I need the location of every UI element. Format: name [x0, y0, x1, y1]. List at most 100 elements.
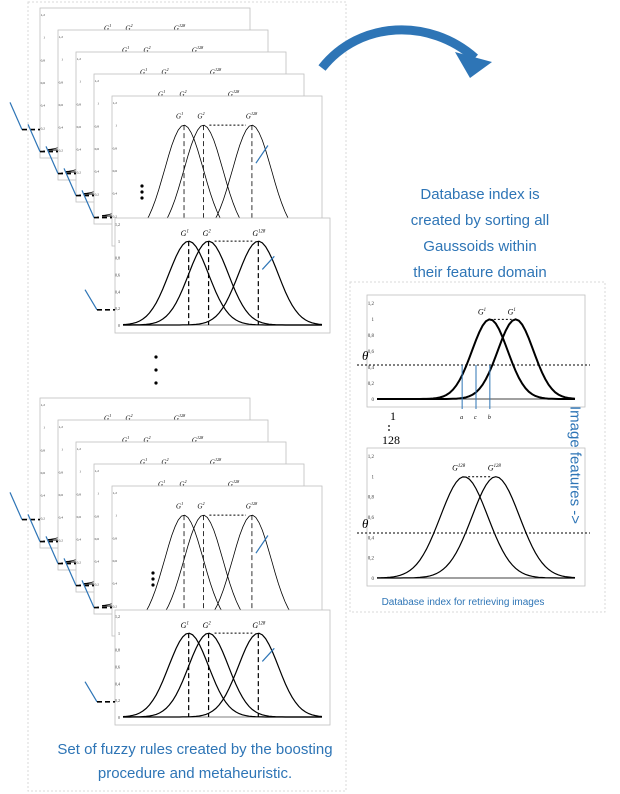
theta-label-bottom: θ: [362, 516, 369, 531]
right-caption-line-4: their feature domain: [413, 264, 547, 281]
y-tick-label: 1,2: [368, 302, 375, 307]
y-tick-label: 0,2: [95, 192, 100, 197]
gaussoid-label-2: G2: [143, 435, 150, 444]
gaussoid-curve: [123, 632, 323, 718]
right-frame: [349, 281, 606, 613]
cut-label: c: [474, 415, 477, 421]
y-tick-label: 0,6: [368, 350, 375, 355]
gaussoid-label-2: G2: [179, 89, 186, 98]
y-tick-label: 1,2: [113, 101, 118, 106]
y-tick-label: 0,2: [77, 560, 82, 565]
ellipsis-dot: [151, 571, 155, 575]
gaussoid-curve: [123, 240, 322, 326]
y-tick-label: 0,8: [115, 256, 120, 262]
gaussoid-label-2: G2: [197, 111, 204, 120]
y-tick-label: 0,2: [41, 516, 46, 521]
panel-frame: [366, 447, 586, 587]
y-tick-label: 0,6: [59, 493, 64, 498]
ellipsis-dots: [140, 184, 158, 587]
left-frame: [27, 1, 347, 792]
y-tick-label: 1: [97, 492, 99, 496]
panel-frame: [114, 217, 331, 334]
y-tick-label: 0,6: [95, 537, 100, 542]
index-gaussoid-label-a: G128: [452, 464, 466, 473]
gaussoid-label-2: G2: [203, 621, 212, 630]
y-tick-label: 1: [61, 58, 63, 62]
y-tick-label: 0,6: [368, 516, 375, 521]
gaussoid-label-128: G128: [246, 111, 258, 120]
y-tick-label: 0,4: [59, 126, 64, 131]
input-pointer-line: [63, 558, 77, 586]
gaussoid-label-2: G2: [161, 457, 168, 466]
y-tick-label: 0: [372, 398, 375, 403]
y-tick-label: 1: [372, 318, 375, 323]
gaussoid-curve: [123, 632, 322, 718]
y-tick-label: 1: [43, 426, 45, 430]
y-tick-label: 0,4: [41, 494, 46, 499]
y-tick-label: 1: [61, 448, 63, 452]
y-tick-label: 0,8: [77, 102, 82, 107]
y-tick-label: 1,2: [41, 403, 46, 408]
pointer-line: [255, 535, 269, 554]
y-tick-label: 0,6: [115, 273, 120, 279]
gaussoid-label-2: G2: [125, 413, 132, 422]
left-caption-line-2: procedure and metaheuristic.: [97, 765, 293, 782]
gaussoid-label-128: G128: [192, 45, 204, 54]
rule-panel-2: 1,2 1 0,8 0,6 0,4 0,2 0 G1 G2 G128: [84, 609, 331, 726]
rule-stack-2: 1,210,80,60,40,20G1G2G1281,210,80,60,40,…: [9, 397, 323, 637]
y-tick-label: 0,6: [113, 559, 118, 564]
ellipsis-dot: [154, 381, 158, 385]
y-tick-label: 0,8: [368, 334, 375, 339]
y-tick-label: 1: [115, 124, 117, 128]
y-tick-label: 1: [97, 102, 99, 106]
gaussoid-label-128: G128: [228, 89, 240, 98]
gaussoid-label-1: G1: [176, 111, 183, 120]
panel-frame: [114, 609, 331, 726]
input-pointer-line: [45, 146, 59, 174]
gaussoid-label-1: G1: [181, 621, 189, 630]
gaussoid-label-1: G1: [176, 501, 183, 510]
y-tick-label: 0,4: [59, 516, 64, 521]
y-tick-label: 0,2: [95, 582, 100, 587]
y-tick-label: 0,8: [59, 80, 64, 85]
y-tick-label: 0,4: [95, 170, 100, 175]
ellipsis-dot: [140, 184, 144, 188]
y-tick-label: 0,2: [113, 214, 118, 219]
right-caption: Database index is created by sorting all…: [380, 182, 580, 286]
pointer-line: [261, 647, 275, 662]
y-tick-label: 0,8: [113, 536, 118, 541]
input-pointer-line: [81, 190, 95, 218]
curved-arrow: [318, 25, 478, 71]
gaussoid-label-1: G1: [158, 89, 165, 98]
y-tick-label: 0,4: [115, 681, 120, 687]
ellipsis-dot: [154, 368, 158, 372]
y-tick-label: 0,4: [115, 289, 120, 295]
y-tick-label: 0,2: [59, 538, 64, 543]
gaussoid-label-1: G1: [140, 457, 147, 466]
input-pointer-line: [84, 289, 98, 311]
left-caption-line-1: Set of fuzzy rules created by the boosti…: [57, 741, 333, 758]
y-tick-label: 0,8: [95, 514, 100, 519]
y-tick-label: 0,4: [368, 536, 375, 541]
y-tick-label: 0,6: [59, 103, 64, 108]
y-tick-label: 0: [118, 323, 120, 328]
ellipsis-dot: [154, 355, 158, 359]
y-tick-label: 0,6: [115, 665, 120, 671]
pointer-line: [255, 145, 269, 164]
y-tick-label: 0,4: [77, 148, 82, 153]
y-tick-label: 0,8: [113, 146, 118, 151]
ellipsis-dot: [140, 196, 144, 200]
gaussoid-label-128: G128: [228, 479, 240, 488]
y-tick-label: 1,2: [113, 491, 118, 496]
input-pointer-line: [9, 492, 23, 520]
y-tick-label: 1: [79, 470, 81, 474]
right-caption-line-1: Database index is: [420, 186, 540, 203]
y-tick-label: 1,2: [115, 222, 120, 228]
gaussoid-label-1: G1: [140, 67, 147, 76]
y-tick-label: 1,2: [41, 13, 46, 18]
input-pointer-line: [45, 536, 59, 564]
y-tick-label: 0,4: [95, 560, 100, 565]
y-tick-label: 0,8: [95, 124, 100, 129]
cut-label: a: [460, 415, 463, 421]
